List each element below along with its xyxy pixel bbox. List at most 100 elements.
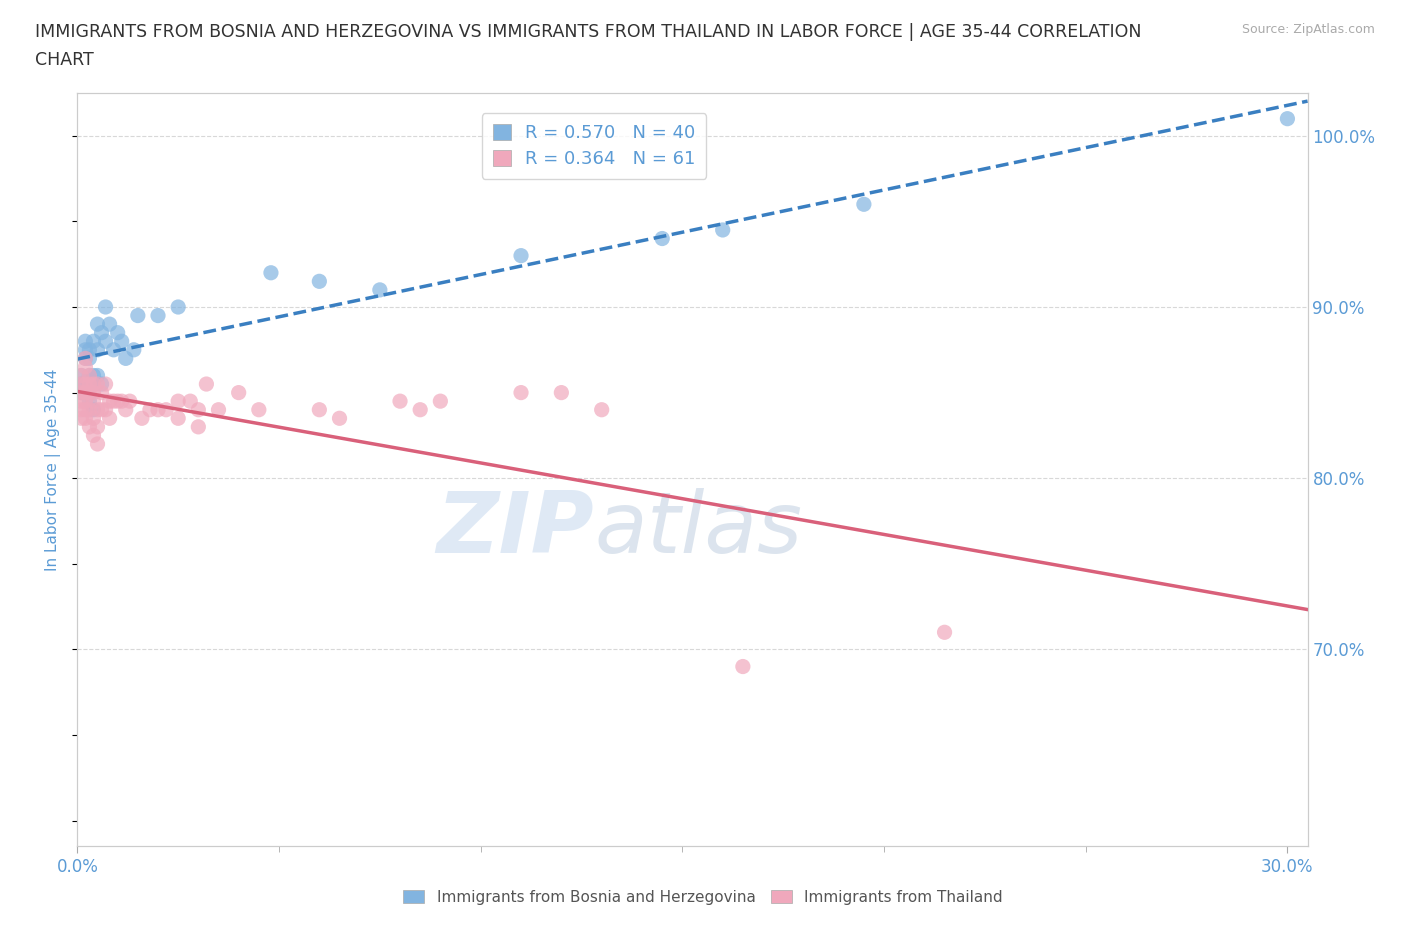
Point xyxy=(86,342,108,357)
Legend: Immigrants from Bosnia and Herzegovina, Immigrants from Thailand: Immigrants from Bosnia and Herzegovina, … xyxy=(396,884,1010,911)
Point xyxy=(1277,112,1299,126)
Point xyxy=(111,393,134,408)
Point xyxy=(98,317,121,332)
Point xyxy=(75,351,97,365)
Point xyxy=(86,436,108,451)
Point xyxy=(70,377,93,392)
Point xyxy=(260,265,283,280)
Point xyxy=(79,368,101,383)
Point xyxy=(79,385,101,400)
Point xyxy=(90,403,112,418)
Legend: R = 0.570   N = 40, R = 0.364   N = 61: R = 0.570 N = 40, R = 0.364 N = 61 xyxy=(482,113,706,179)
Point xyxy=(79,419,101,434)
Point xyxy=(187,419,209,434)
Point xyxy=(86,419,108,434)
Point xyxy=(146,308,169,323)
Point xyxy=(70,403,93,418)
Point xyxy=(82,428,104,443)
Point xyxy=(122,342,145,357)
Point xyxy=(79,377,101,392)
Point xyxy=(103,342,125,357)
Point xyxy=(86,317,108,332)
Point xyxy=(75,403,97,418)
Point xyxy=(139,403,162,418)
Point xyxy=(90,377,112,392)
Point xyxy=(155,403,177,418)
Point xyxy=(550,385,572,400)
Point xyxy=(70,393,93,408)
Point xyxy=(75,385,97,400)
Text: ZIP: ZIP xyxy=(436,488,595,571)
Point xyxy=(98,411,121,426)
Point xyxy=(82,403,104,418)
Point xyxy=(94,334,117,349)
Point xyxy=(114,403,136,418)
Point xyxy=(90,326,112,340)
Point xyxy=(82,385,104,400)
Point xyxy=(75,377,97,392)
Point xyxy=(389,393,412,408)
Point xyxy=(207,403,229,418)
Text: atlas: atlas xyxy=(595,488,801,571)
Point xyxy=(75,377,97,392)
Point xyxy=(75,360,97,375)
Point xyxy=(79,351,101,365)
Point xyxy=(247,403,270,418)
Point xyxy=(118,393,141,408)
Point xyxy=(94,377,117,392)
Y-axis label: In Labor Force | Age 35-44: In Labor Force | Age 35-44 xyxy=(45,368,62,571)
Point xyxy=(75,411,97,426)
Point xyxy=(75,393,97,408)
Point xyxy=(70,377,93,392)
Point xyxy=(114,351,136,365)
Point xyxy=(94,299,117,314)
Point xyxy=(70,411,93,426)
Point xyxy=(70,385,93,400)
Point xyxy=(328,411,350,426)
Point xyxy=(167,393,190,408)
Point xyxy=(70,385,93,400)
Point xyxy=(79,403,101,418)
Point xyxy=(131,411,153,426)
Point xyxy=(82,393,104,408)
Point xyxy=(852,197,875,212)
Point xyxy=(111,334,134,349)
Point xyxy=(510,248,533,263)
Point xyxy=(75,351,97,365)
Point xyxy=(70,368,93,383)
Point xyxy=(82,377,104,392)
Point xyxy=(86,377,108,392)
Point xyxy=(368,283,391,298)
Point xyxy=(228,385,250,400)
Point xyxy=(86,403,108,418)
Point xyxy=(429,393,451,408)
Point xyxy=(146,403,169,418)
Point xyxy=(79,342,101,357)
Point xyxy=(94,403,117,418)
Point xyxy=(103,393,125,408)
Point xyxy=(90,385,112,400)
Text: CHART: CHART xyxy=(35,51,94,69)
Point xyxy=(510,385,533,400)
Point xyxy=(79,368,101,383)
Point xyxy=(107,393,129,408)
Point xyxy=(98,393,121,408)
Text: IMMIGRANTS FROM BOSNIA AND HERZEGOVINA VS IMMIGRANTS FROM THAILAND IN LABOR FORC: IMMIGRANTS FROM BOSNIA AND HERZEGOVINA V… xyxy=(35,23,1142,41)
Point xyxy=(195,377,218,392)
Point xyxy=(934,625,956,640)
Point xyxy=(711,222,734,237)
Point xyxy=(167,299,190,314)
Point xyxy=(179,393,201,408)
Point xyxy=(82,368,104,383)
Point xyxy=(127,308,149,323)
Point xyxy=(167,411,190,426)
Point xyxy=(308,403,330,418)
Point xyxy=(82,377,104,392)
Point xyxy=(79,377,101,392)
Point xyxy=(82,334,104,349)
Point xyxy=(107,326,129,340)
Point xyxy=(731,659,754,674)
Point xyxy=(86,368,108,383)
Text: Source: ZipAtlas.com: Source: ZipAtlas.com xyxy=(1241,23,1375,36)
Point xyxy=(409,403,432,418)
